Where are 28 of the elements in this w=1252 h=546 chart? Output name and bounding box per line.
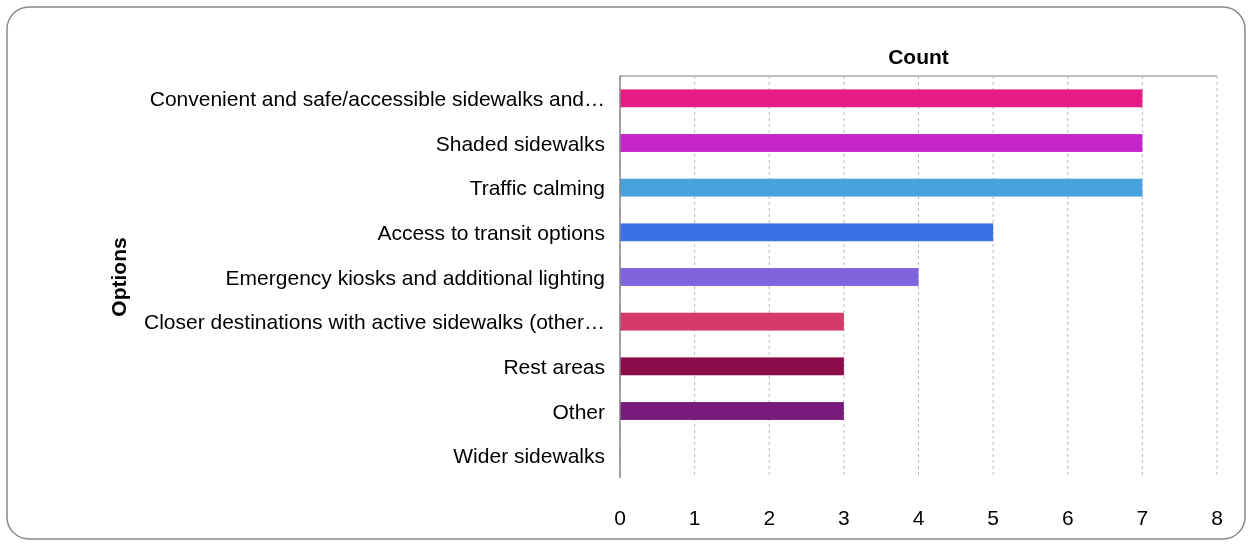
x-tick-label: 2 [763,506,776,529]
x-tick-label: 4 [912,506,925,529]
x-tick-label: 6 [1061,506,1074,529]
bar [620,89,1143,108]
y-tick-label: Traffic calming [469,176,605,200]
bar [620,223,994,242]
y-tick-label: Emergency kiosks and additional lighting [225,265,605,289]
x-tick-label: 7 [1136,506,1149,529]
y-tick-label: Convenient and safe/accessible sidewalks and… [149,86,605,110]
chart-title: Count [888,45,949,68]
bar [620,312,844,331]
x-tick-label: 8 [1211,506,1223,529]
y-tick-label: Access to transit options [377,220,605,244]
y-axis-title: Options [107,237,130,317]
bar [620,357,844,376]
x-tick-label: 0 [614,506,626,529]
x-tick-label: 1 [688,506,701,529]
y-tick-label: Wider sidewalks [453,444,605,468]
bar [620,402,844,420]
y-tick-label: Rest areas [503,354,605,378]
bar [620,268,919,286]
y-tick-label: Other [552,399,605,423]
x-tick-label: 5 [987,506,999,529]
bar [620,134,1143,152]
x-tick-label: 3 [838,506,850,529]
y-tick-label: Shaded sidewalks [435,131,605,155]
y-tick-label: Closer destinations with active sidewalks (other… [143,310,605,334]
bar [620,178,1143,197]
